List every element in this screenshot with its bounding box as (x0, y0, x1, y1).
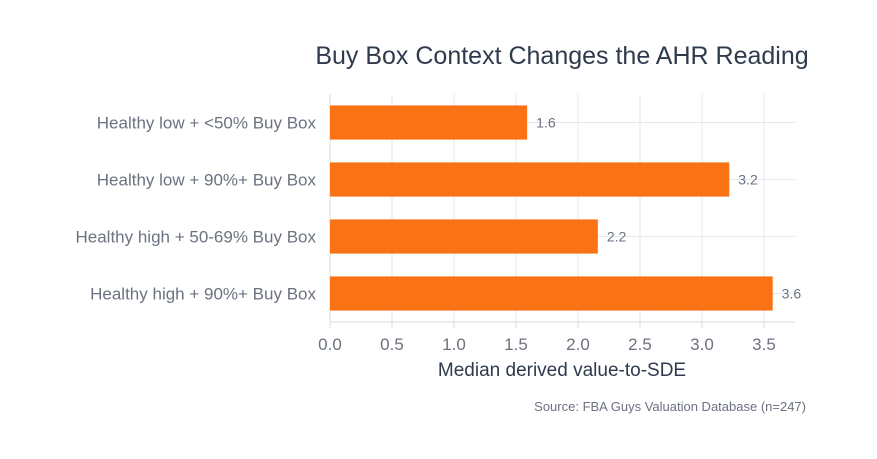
x-tick-label: 0.0 (318, 335, 342, 354)
x-tick-label: 2.5 (628, 335, 652, 354)
data-label: 1.6 (536, 115, 556, 131)
bar (330, 276, 773, 311)
labels: 0.0 0.5 1.0 1.5 2.0 2.5 3.0 3.5 Healthy low + <5… (75, 114, 801, 355)
x-tick-label: 1.0 (442, 335, 466, 354)
x-axis-label: Median derived value-to-SDE (438, 360, 686, 381)
bar (330, 219, 598, 254)
bar (330, 105, 528, 140)
x-tick-label: 0.5 (380, 335, 404, 354)
data-label: 3.2 (738, 172, 758, 188)
x-tick-label: 1.5 (504, 335, 528, 354)
bar (330, 162, 730, 197)
data-label: 3.6 (782, 286, 802, 302)
category-label: Healthy high + 90%+ Buy Box (90, 285, 316, 304)
category-label: Healthy low + <50% Buy Box (97, 114, 317, 133)
data-label: 2.2 (607, 229, 627, 245)
bars (330, 105, 773, 311)
category-label: Healthy high + 50-69% Buy Box (75, 228, 316, 247)
x-tick-label: 3.5 (752, 335, 776, 354)
x-tick-label: 2.0 (566, 335, 590, 354)
chart-title: Buy Box Context Changes the AHR Reading (315, 42, 808, 70)
source-note: Source: FBA Guys Valuation Database (n=2… (534, 399, 806, 414)
category-label: Healthy low + 90%+ Buy Box (97, 171, 317, 190)
x-tick-label: 3.0 (690, 335, 714, 354)
